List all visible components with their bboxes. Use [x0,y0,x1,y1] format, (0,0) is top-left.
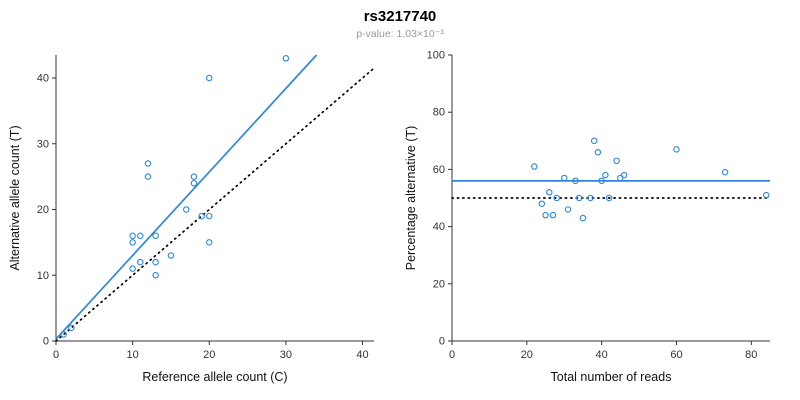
svg-text:Total number of reads: Total number of reads [551,370,672,384]
svg-text:80: 80 [745,349,757,361]
svg-text:0: 0 [449,349,455,361]
svg-text:30: 30 [280,349,292,361]
svg-text:40: 40 [596,349,608,361]
percentage-scatter-plot: 0 20 40 60 80 0 20 40 60 80 100 Total number of rea… [404,49,771,384]
left-chart-cell: 0 10 20 30 40 0 10 20 30 40 Reference allele count… [6,43,398,395]
svg-text:20: 20 [203,349,215,361]
svg-text:0: 0 [53,349,59,361]
svg-text:20: 20 [37,204,49,216]
svg-text:60: 60 [433,164,445,176]
svg-text:Alternative allele count (T): Alternative allele count (T) [8,125,22,270]
svg-text:Reference allele count (C): Reference allele count (C) [142,370,287,384]
svg-text:10: 10 [37,270,49,282]
svg-text:60: 60 [670,349,682,361]
charts-row: 0 10 20 30 40 0 10 20 30 40 Reference allele count… [0,43,800,395]
right-chart-cell: 0 20 40 60 80 0 20 40 60 80 100 Total number of rea… [402,43,794,395]
svg-text:40: 40 [37,72,49,84]
figure-header: rs3217740 p-value: 1.03×10⁻³ [0,0,800,41]
svg-text:40: 40 [433,221,445,233]
svg-text:10: 10 [127,349,139,361]
svg-text:Percentage alternative (T): Percentage alternative (T) [404,126,418,271]
svg-text:40: 40 [356,349,368,361]
svg-text:0: 0 [43,335,49,347]
allele-count-scatter-plot: 0 10 20 30 40 0 10 20 30 40 Reference allele count… [8,54,375,384]
svg-text:20: 20 [521,349,533,361]
p-value-subtitle: p-value: 1.03×10⁻³ [356,27,444,40]
svg-text:0: 0 [439,335,445,347]
svg-text:80: 80 [433,107,445,119]
svg-text:100: 100 [427,49,445,61]
page-title: rs3217740 [363,8,437,25]
svg-text:30: 30 [37,138,49,150]
svg-text:20: 20 [433,278,445,290]
